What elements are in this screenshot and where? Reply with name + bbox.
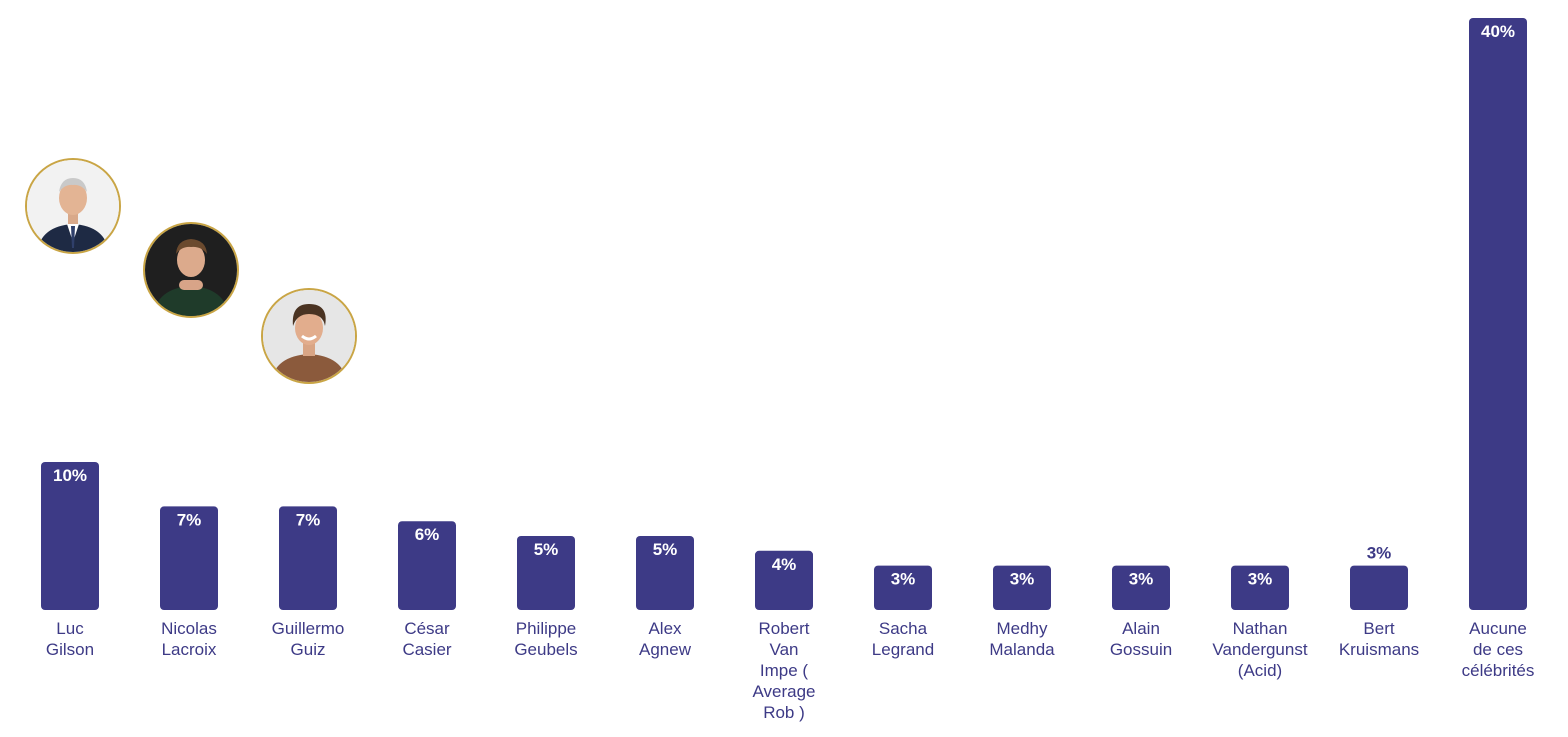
value-labels-layer: 10% 7% 7% 6% 5% 5% 4% 3% 3% 3% 3% 3% 40%: [53, 22, 1515, 589]
category-label-line: Gossuin: [1110, 640, 1172, 659]
value-label: 5%: [653, 540, 678, 559]
category-label-line: Guiz: [291, 640, 326, 659]
category-label: Robert Van Impe ( Average Rob ): [752, 619, 815, 722]
category-label-line: Nathan: [1233, 619, 1288, 638]
category-label-line: (Acid): [1238, 661, 1282, 680]
category-label-line: Average: [752, 682, 815, 701]
category-label: Luc Gilson: [46, 619, 94, 659]
category-label-line: Rob ): [763, 703, 805, 722]
bars-layer: [41, 18, 1527, 610]
bar: [1231, 565, 1289, 610]
value-label: 5%: [534, 540, 559, 559]
value-label: 7%: [177, 510, 202, 529]
category-label: Alex Agnew: [639, 619, 692, 659]
category-labels-layer: Luc Gilson Nicolas Lacroix Guillermo Guiz Césa…: [46, 619, 1534, 722]
category-label-line: célébrités: [1462, 661, 1535, 680]
bar: [1112, 565, 1170, 610]
bar: [993, 565, 1051, 610]
category-label: Medhy Malanda: [989, 619, 1055, 659]
category-label-line: Casier: [402, 640, 451, 659]
portrait-photo-icon: [263, 290, 355, 382]
bar: [398, 521, 456, 610]
category-label-line: Van: [770, 640, 799, 659]
category-label-line: Aucune: [1469, 619, 1527, 638]
portrait-photo-icon: [27, 160, 119, 252]
category-label: Alain Gossuin: [1110, 619, 1172, 659]
value-label: 7%: [296, 510, 321, 529]
bar: [279, 506, 337, 610]
value-label: 3%: [891, 570, 916, 589]
category-label-line: Nicolas: [161, 619, 217, 638]
avatar-guillermo-guiz: [261, 288, 357, 384]
bar: [636, 536, 694, 610]
category-label: Aucune de ces célébrités: [1462, 619, 1535, 680]
category-label-line: Robert: [758, 619, 809, 638]
bar: [517, 536, 575, 610]
category-label-line: César: [404, 619, 450, 638]
category-label: Guillermo Guiz: [272, 619, 345, 659]
bar: [755, 550, 813, 610]
category-label-line: Philippe: [516, 619, 577, 638]
category-label-line: Lacroix: [162, 640, 217, 659]
bar: [160, 506, 218, 610]
value-label: 4%: [772, 555, 797, 574]
category-label: Bert Kruismans: [1339, 619, 1419, 659]
category-label-line: Luc: [56, 619, 84, 638]
category-label-line: Kruismans: [1339, 640, 1419, 659]
category-label: Sacha Legrand: [872, 619, 934, 659]
category-label-line: Legrand: [872, 640, 934, 659]
category-label-line: Impe (: [760, 661, 809, 680]
category-label-line: Medhy: [996, 619, 1048, 638]
value-label: 40%: [1481, 22, 1515, 41]
value-label: 3%: [1367, 544, 1392, 563]
category-label: Nathan Vandergunst (Acid): [1212, 619, 1307, 680]
value-label: 3%: [1010, 570, 1035, 589]
category-label-line: Vandergunst: [1212, 640, 1307, 659]
bar: [874, 565, 932, 610]
value-label: 3%: [1248, 570, 1273, 589]
category-label-line: Geubels: [514, 640, 577, 659]
bar: [1469, 18, 1527, 610]
avatar-nicolas-lacroix: [143, 222, 239, 318]
category-label: Philippe Geubels: [514, 619, 577, 659]
category-label-line: Gilson: [46, 640, 94, 659]
value-label: 6%: [415, 525, 440, 544]
value-label: 3%: [1129, 570, 1154, 589]
category-label: César Casier: [402, 619, 451, 659]
category-label-line: Sacha: [879, 619, 928, 638]
portrait-photo-icon: [145, 224, 237, 316]
value-label: 10%: [53, 466, 87, 485]
category-label-line: Alex: [648, 619, 682, 638]
category-label-line: Alain: [1122, 619, 1160, 638]
category-label-line: Guillermo: [272, 619, 345, 638]
avatar-luc-gilson: [25, 158, 121, 254]
category-label-line: Malanda: [989, 640, 1055, 659]
category-label-line: Bert: [1363, 619, 1394, 638]
bar: [41, 462, 99, 610]
category-label-line: Agnew: [639, 640, 692, 659]
bar: [1350, 565, 1408, 610]
category-label-line: de ces: [1473, 640, 1523, 659]
category-label: Nicolas Lacroix: [161, 619, 217, 659]
